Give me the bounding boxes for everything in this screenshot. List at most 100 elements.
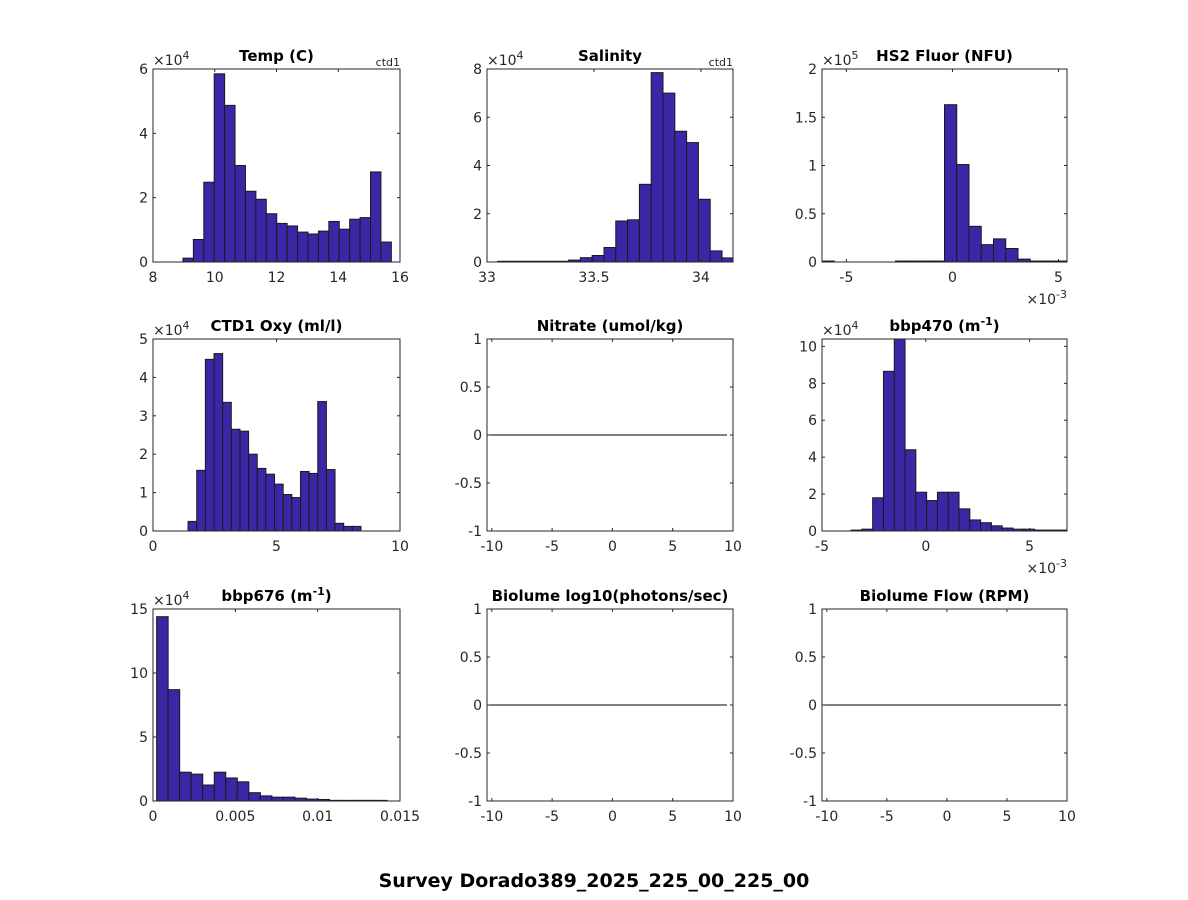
x-tick-label: -5 xyxy=(880,809,894,825)
y-tick-label: 2 xyxy=(808,487,817,503)
x-tick-label: 0 xyxy=(149,809,158,825)
histogram-bar xyxy=(213,353,224,532)
x-tick-label: 0 xyxy=(921,539,930,555)
y-tick-label: 1 xyxy=(808,159,817,175)
histogram-bar xyxy=(244,190,257,263)
histogram-bar xyxy=(248,453,258,532)
x-tick-label: 0.015 xyxy=(380,809,420,825)
histogram-bar xyxy=(615,220,629,263)
y-exponent-label: ×104 xyxy=(487,49,524,69)
y-tick-label: -0.5 xyxy=(455,746,482,762)
x-exponent-value: -3 xyxy=(1056,557,1067,570)
histogram-bar xyxy=(167,689,181,802)
y-exponent-value: 4 xyxy=(183,319,190,332)
histogram-bar xyxy=(380,241,392,263)
subplot-title: bbp676 (m-1) xyxy=(221,585,331,605)
x-tick-label: 8 xyxy=(149,270,158,286)
histogram-bar xyxy=(317,230,330,263)
histogram-bar xyxy=(351,525,362,532)
histogram-bar xyxy=(225,777,238,802)
y-tick-label: -1 xyxy=(468,794,482,810)
x-tick-label: -5 xyxy=(545,809,559,825)
y-exponent-value: 4 xyxy=(852,319,859,332)
histogram-bar xyxy=(990,525,1003,532)
histogram-bar xyxy=(256,467,267,532)
histogram-bar xyxy=(1005,247,1019,263)
y-tick-label: 0 xyxy=(139,794,148,810)
x-tick-label: 10 xyxy=(724,809,742,825)
y-tick-label: 4 xyxy=(473,159,482,175)
histogram-bar xyxy=(291,497,301,532)
y-tick-label: 0 xyxy=(808,524,817,540)
histogram-bar xyxy=(265,473,276,532)
histogram-bar xyxy=(968,225,982,263)
histogram-bar xyxy=(236,781,250,802)
corner-label: ctd1 xyxy=(709,56,733,69)
y-tick-label: 0.5 xyxy=(460,650,482,666)
histogram-bar xyxy=(203,181,215,263)
y-exponent-value: 4 xyxy=(183,49,190,62)
title-superscript: -1 xyxy=(313,585,325,598)
x-exponent-label: ×10-3 xyxy=(1026,557,1067,577)
y-tick-label: 10 xyxy=(799,339,817,355)
histogram-bar xyxy=(265,213,278,263)
y-tick-label: 5 xyxy=(139,332,148,348)
subplot-5: -10 -5 0 5 10 -1 -0.5 0 0.5 1 Nitrate (umol/kg) xyxy=(455,317,742,555)
histogram-bar xyxy=(343,525,353,532)
y-exponent-value: 4 xyxy=(517,49,524,62)
x-tick-label: 0 xyxy=(608,539,617,555)
y-tick-label: 1 xyxy=(808,602,817,618)
y-tick-label: 2 xyxy=(473,207,482,223)
histogram-bar xyxy=(325,469,336,532)
y-tick-label: 0 xyxy=(139,255,148,271)
subplot-title: CTD1 Oxy (ml/l) xyxy=(211,317,343,335)
x-exponent-value: -3 xyxy=(1056,288,1067,301)
x-tick-label: 5 xyxy=(668,539,677,555)
title-superscript: -1 xyxy=(981,315,993,328)
x-tick-label: 5 xyxy=(1002,809,1011,825)
subplot-1: 8 10 12 14 16 0 2 4 6 Temp (C) ctd1 ×104 xyxy=(139,47,409,286)
histogram-bar xyxy=(904,449,917,532)
histogram-bar xyxy=(299,470,310,532)
subplot-title: Nitrate (umol/kg) xyxy=(537,317,684,335)
x-tick-label: -10 xyxy=(480,809,503,825)
x-tick-label: 5 xyxy=(1054,270,1063,286)
y-tick-label: 0.5 xyxy=(795,650,817,666)
y-tick-label: 8 xyxy=(808,376,817,392)
x-tick-label: 34 xyxy=(692,270,710,286)
y-tick-label: 5 xyxy=(139,730,148,746)
y-tick-label: -1 xyxy=(468,524,482,540)
histogram-bar xyxy=(638,183,652,263)
x-tick-label: 0 xyxy=(948,270,957,286)
subplot-7: 0 0.005 0.01 0.015 0 5 10 15 bbp676 (m-1) ×104 xyxy=(130,585,420,825)
y-tick-label: 1 xyxy=(139,486,148,502)
title-end: ) xyxy=(325,587,332,605)
histogram-bar xyxy=(317,401,327,532)
y-tick-label: 0 xyxy=(139,524,148,540)
histogram-bar xyxy=(926,500,938,532)
histogram-bar xyxy=(286,225,299,263)
histogram-bar xyxy=(328,220,340,263)
subplot-title: Biolume Flow (RPM) xyxy=(860,587,1030,605)
y-tick-label: 0 xyxy=(808,698,817,714)
y-tick-label: 0 xyxy=(808,255,817,271)
histogram-bar xyxy=(204,358,215,532)
y-tick-label: 2 xyxy=(139,447,148,463)
x-tick-label: 0 xyxy=(942,809,951,825)
y-exponent-value: 4 xyxy=(183,589,190,602)
y-tick-label: 4 xyxy=(139,370,148,386)
x-tick-label: -5 xyxy=(815,539,829,555)
x-tick-label: 33 xyxy=(478,270,496,286)
histogram-bar xyxy=(947,491,960,532)
histogram-bar xyxy=(579,257,593,263)
y-tick-label: 0 xyxy=(473,698,482,714)
x-tick-label: 12 xyxy=(268,270,286,286)
histogram-bar xyxy=(969,519,982,532)
x-tick-label: -10 xyxy=(815,809,838,825)
figure-suptitle: Survey Dorado389_2025_225_00_225_00 xyxy=(378,870,810,892)
axes-frame xyxy=(821,338,1068,532)
y-exponent-value: 5 xyxy=(852,49,859,62)
y-tick-label: 1.5 xyxy=(795,110,817,126)
